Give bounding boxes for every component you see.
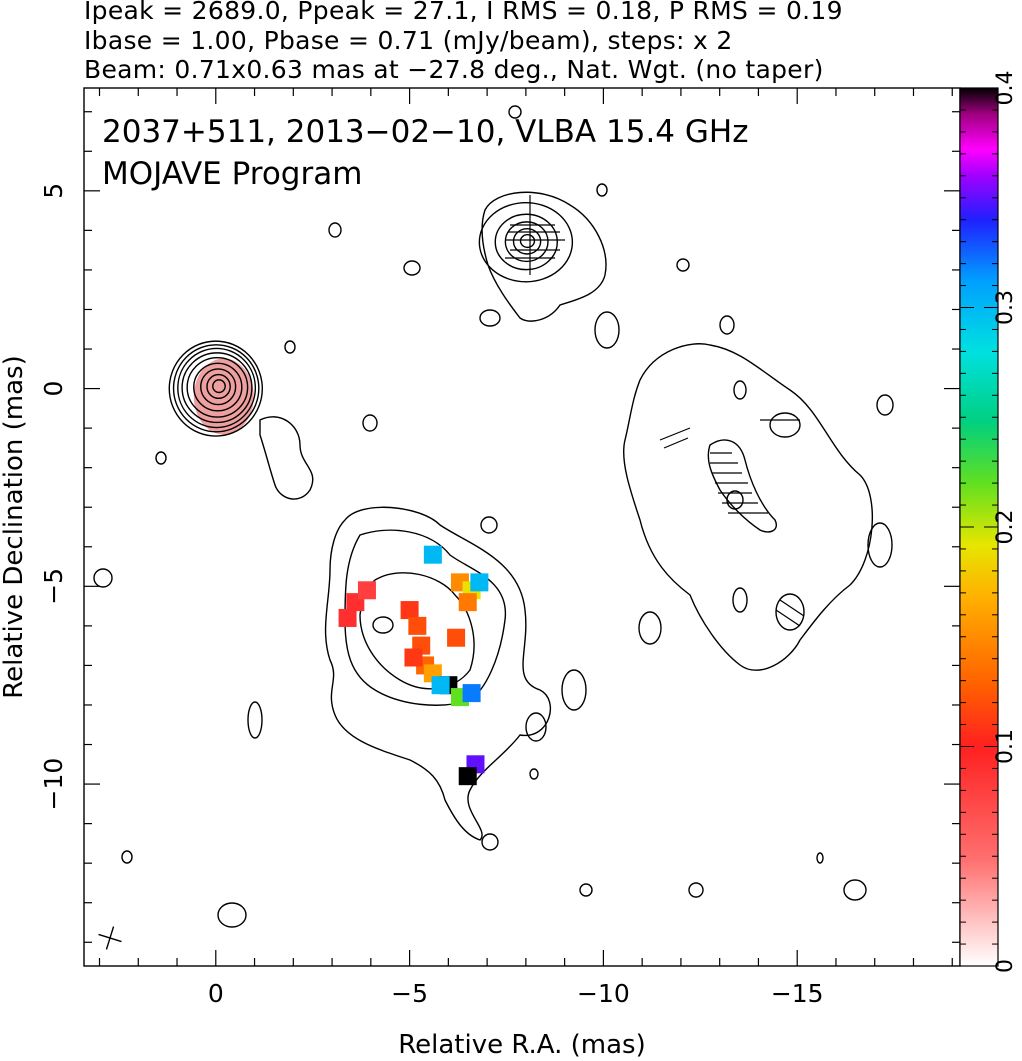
polarization-pixel <box>423 545 442 564</box>
y-tick-label: 5 <box>39 183 68 199</box>
colorbar-ticks: 0 0.1 0.2 0.3 0.4 <box>960 71 1018 973</box>
diffuse-contours <box>93 105 894 928</box>
x-tick-label: −5 <box>391 979 428 1008</box>
blob-contour <box>403 260 421 276</box>
blob-contour <box>561 669 587 711</box>
polarization-pixel <box>357 581 376 600</box>
blob-contour <box>816 852 824 864</box>
blob-contour <box>769 412 801 438</box>
colorbar-tick-label: 0.1 <box>993 729 1018 764</box>
polarization-pixel <box>470 573 489 592</box>
plot-subtitle: MOJAVE Program <box>102 156 362 192</box>
polarization-pixel <box>447 628 466 647</box>
polarization-pixel <box>458 593 477 612</box>
axes: 0 −5 −10 −15 5 0 −5 −10 <box>39 88 960 1008</box>
north-component-contour <box>504 221 549 263</box>
blob-contour <box>93 568 113 588</box>
east-diffuse-contour <box>622 343 874 671</box>
blob-contour <box>719 315 735 335</box>
polarization-pixel <box>400 601 419 620</box>
blob-contour <box>843 879 867 901</box>
header-stats-line: Ipeak = 2689.0, Ppeak = 27.1, I RMS = 0.… <box>84 0 843 25</box>
blob-contour <box>525 712 547 742</box>
blob-contour <box>247 701 263 739</box>
y-tick-label: −5 <box>39 568 68 605</box>
core-contour <box>193 362 243 412</box>
polarization-pixel <box>431 676 450 695</box>
core-contour <box>177 347 257 429</box>
blob-contour <box>733 380 747 400</box>
core-contour <box>206 373 231 400</box>
plot-title: 2037+511, 2013−02−10, VLBA 15.4 GHz <box>102 114 748 150</box>
x-axis-label: Relative R.A. (mas) <box>398 1030 645 1060</box>
blob-contour <box>328 222 342 238</box>
blob-contour <box>726 490 744 510</box>
colorbar-tick-label: 0.2 <box>993 510 1018 545</box>
colorbar-tick-label: 0.4 <box>993 71 1018 106</box>
blob-contour <box>594 311 620 349</box>
blob-contour <box>638 611 662 645</box>
jet-outer-contour <box>324 506 551 841</box>
blob-contour <box>372 616 394 634</box>
y-tick-label: 0 <box>39 381 68 397</box>
beam-minor-line <box>105 926 115 950</box>
blob-contour <box>508 105 522 119</box>
polarization-pixel <box>458 767 477 786</box>
blob-contour <box>217 902 247 928</box>
core-contour <box>200 368 237 406</box>
core-contour <box>172 344 260 433</box>
blob-contour <box>579 883 593 897</box>
north-component-contour <box>519 234 536 249</box>
contour-layer <box>168 201 574 437</box>
colorbar-tick-label: 0.3 <box>993 290 1018 325</box>
x-tick-label: −15 <box>771 979 824 1008</box>
header-base-line: Ibase = 1.00, Pbase = 0.71 (mJy/beam), s… <box>84 26 733 55</box>
polarization-vectors <box>505 195 805 627</box>
y-axis-label: Relative Declination (mas) <box>0 355 29 698</box>
north-component-contour <box>478 201 574 283</box>
y-tick-label: −10 <box>39 758 68 811</box>
blob-contour <box>481 833 499 851</box>
core-contour <box>168 340 264 437</box>
x-tick-label: −10 <box>577 979 630 1008</box>
blob-contour <box>876 394 894 416</box>
fractional-polarization-layer <box>338 545 489 786</box>
blob-contour <box>155 451 167 465</box>
north-component-contour <box>494 213 558 271</box>
x-tick-label: 0 <box>208 979 224 1008</box>
blob-contour <box>479 309 501 327</box>
blob-contour <box>362 414 378 432</box>
blob-contour <box>480 516 498 534</box>
polarization-pixel <box>462 684 481 703</box>
polarization-pixel <box>404 648 423 667</box>
east-jet-hatched-contour <box>707 439 777 533</box>
beam-marker <box>98 926 122 950</box>
header-beam-line: Beam: 0.71x0.63 mas at −27.8 deg., Nat. … <box>84 55 824 84</box>
blob-contour <box>732 587 748 613</box>
blob-contour <box>775 593 805 631</box>
polarization-pixel <box>408 616 427 635</box>
blob-contour <box>121 850 133 864</box>
core-tail-contour <box>259 416 314 500</box>
core-contour <box>186 357 249 418</box>
colorbar-tick-label: 0 <box>993 959 1018 973</box>
north-component-contour <box>512 227 542 255</box>
plot-frame <box>83 87 961 967</box>
blob-contour <box>284 340 296 354</box>
blob-contour <box>529 768 539 780</box>
polarization-pixel <box>338 608 357 627</box>
core-contour <box>212 379 226 394</box>
blob-contour <box>688 882 704 898</box>
blob-contour <box>676 258 690 272</box>
blob-contour <box>596 183 608 197</box>
blob-contour <box>867 522 893 568</box>
core-contour <box>181 352 253 424</box>
